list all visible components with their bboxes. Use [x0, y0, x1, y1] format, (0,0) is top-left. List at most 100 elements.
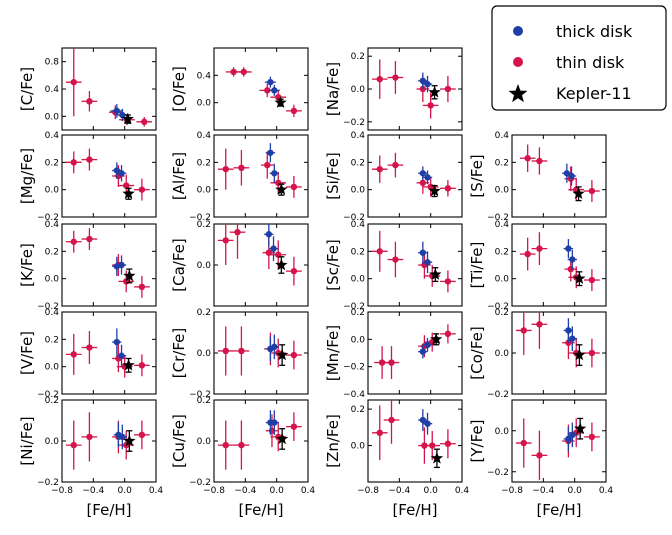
panel-v-fe: −0.2 0.0 0.2 0.4 [V/Fe]	[18, 308, 157, 400]
thick-disk-point	[116, 165, 127, 182]
thin-disk-point	[440, 324, 456, 344]
data-layer	[65, 228, 150, 298]
thin-disk-point	[584, 269, 600, 291]
y-tick-label: 0.2	[45, 247, 59, 257]
panel-ca-fe: 0.0 0.2 [Ca/Fe]	[170, 220, 309, 307]
y-tick-label: 0.0	[45, 363, 60, 373]
y-axis-label: [Ca/Fe]	[170, 238, 188, 291]
thin-disk-point	[422, 177, 439, 197]
data-point	[267, 149, 274, 156]
data-point	[419, 77, 427, 85]
y-axis-label: [V/Fe]	[18, 331, 36, 375]
y-tick-label: −0.2	[487, 302, 509, 312]
kepler-star-icon	[275, 258, 288, 271]
y-tick-label: 0.0	[197, 437, 212, 447]
thin-disk-point	[371, 230, 388, 272]
legend-thin-disk-marker	[513, 57, 523, 67]
data-layer	[515, 417, 600, 480]
data-point	[444, 278, 452, 285]
data-point	[376, 165, 383, 173]
data-point	[271, 170, 278, 177]
kepler-11-point	[573, 417, 587, 440]
data-point	[424, 259, 431, 266]
data-point	[70, 238, 77, 245]
thin-disk-point	[81, 412, 98, 462]
y-tick-label: 0.2	[495, 308, 509, 318]
data-layer	[217, 326, 302, 376]
y-tick-label: 0.0	[197, 261, 212, 271]
data-layer	[217, 224, 302, 286]
panel-cu-fe: −0.8 −0.4 0.0 0.4 −0.2 0.0 0.2 [Cu/Fe] [Fe/H]	[170, 396, 315, 519]
y-axis-label: [Mn/Fe]	[324, 325, 342, 381]
data-point	[234, 229, 241, 236]
kepler-star-icon	[123, 269, 136, 282]
data-point	[565, 327, 572, 334]
data-layer	[217, 410, 302, 470]
thin-disk-point	[81, 148, 98, 171]
thin-disk-point	[374, 346, 390, 379]
data-point	[588, 349, 596, 357]
data-point	[392, 74, 399, 81]
data-point	[290, 107, 298, 115]
data-point	[290, 423, 298, 430]
data-point	[565, 245, 572, 252]
y-axis-label: [O/Fe]	[170, 66, 188, 112]
data-point	[222, 237, 229, 244]
x-tick-label: −0.4	[234, 486, 256, 496]
kepler-11-point	[275, 344, 289, 366]
y-tick-label: 0.2	[197, 308, 211, 318]
y-tick-label: 0.2	[45, 335, 59, 345]
thin-disk-point	[217, 224, 234, 265]
data-point	[424, 174, 431, 181]
x-axis-label: [Fe/H]	[536, 501, 581, 519]
thick-disk-point	[116, 255, 127, 275]
data-point	[70, 441, 77, 449]
panel-co-fe: −0.2 0.0 0.2 [Co/Fe]	[468, 308, 607, 400]
thick-disk-point	[422, 170, 433, 185]
thick-disk-point	[418, 344, 428, 359]
data-point	[141, 118, 148, 126]
data-layer	[371, 230, 456, 293]
data-layer	[371, 59, 456, 119]
thin-disk-point	[440, 429, 456, 459]
data-point	[588, 187, 596, 195]
y-tick-label: 0.4	[45, 220, 60, 230]
thin-disk-point	[217, 148, 234, 190]
y-tick-label: 0.0	[197, 186, 212, 196]
x-tick-label: 0.0	[424, 486, 439, 496]
thin-disk-point	[515, 418, 532, 468]
kepler-star-icon	[122, 187, 135, 200]
panel-c-fe: 0.0 0.4 0.8 [C/Fe]	[18, 47, 157, 131]
data-point	[265, 231, 273, 238]
data-point	[119, 433, 126, 441]
thin-disk-point	[584, 338, 600, 368]
x-tick-label: 0.0	[568, 486, 583, 496]
y-tick-label: 0.2	[351, 308, 365, 318]
kepler-star-icon	[275, 183, 288, 195]
y-axis-label: [Na/Fe]	[324, 62, 342, 116]
x-tick-label: −0.4	[532, 486, 554, 496]
y-tick-label: 0.2	[495, 247, 509, 257]
data-point	[230, 68, 237, 76]
x-tick-label: −0.4	[388, 486, 410, 496]
thick-disk-point	[112, 328, 122, 356]
y-tick-label: −0.2	[343, 302, 365, 312]
y-tick-label: 0.2	[45, 158, 59, 168]
data-point	[536, 321, 543, 328]
data-point	[118, 261, 125, 269]
kepler-11-point	[572, 186, 585, 202]
kepler-star-icon	[275, 348, 289, 361]
thin-disk-point	[136, 117, 153, 127]
data-point	[290, 267, 298, 275]
data-point	[524, 250, 531, 258]
y-tick-label: 0.0	[351, 275, 366, 285]
x-tick-label: 0.0	[118, 486, 133, 496]
data-point	[388, 416, 395, 424]
data-point	[118, 170, 125, 177]
thin-disk-point	[424, 430, 441, 461]
data-point	[113, 338, 121, 346]
data-point	[138, 186, 146, 193]
panel-cr-fe: −0.2 0.0 0.2 [Cr/Fe]	[170, 308, 309, 400]
data-point	[275, 179, 282, 187]
data-point	[520, 439, 527, 447]
